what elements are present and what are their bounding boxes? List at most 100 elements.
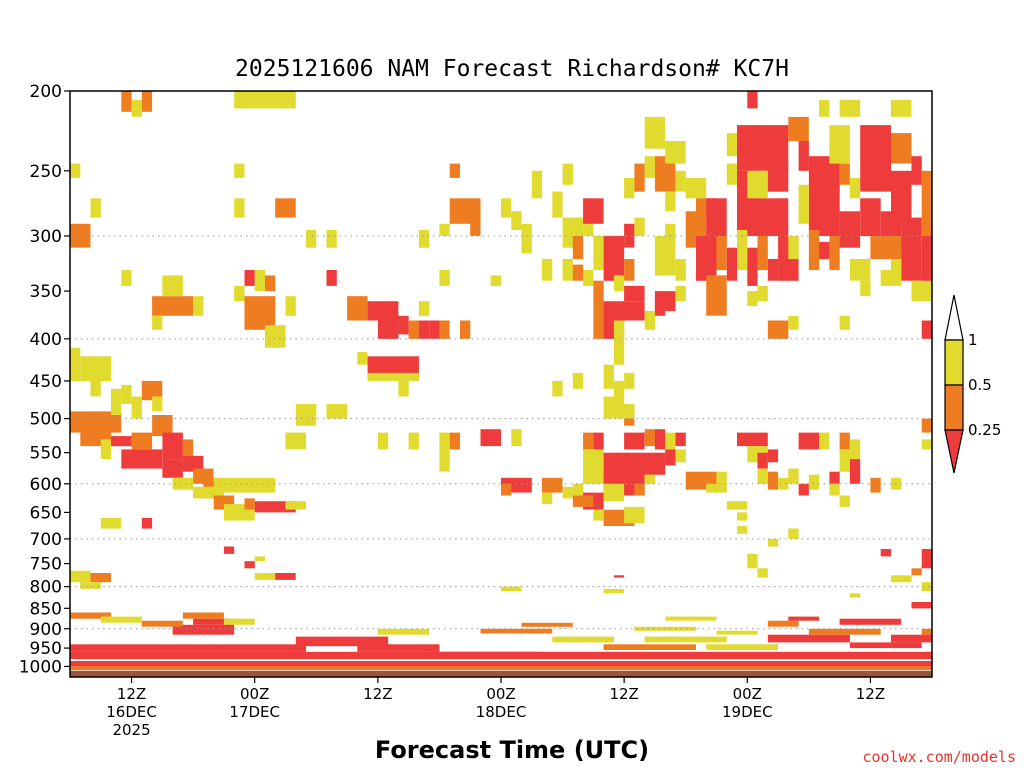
heatmap-cell (429, 320, 440, 339)
heatmap-cell (911, 280, 932, 302)
heatmap-cell (870, 236, 902, 260)
heatmap-cell (891, 634, 932, 643)
heatmap-cell (654, 156, 676, 192)
x-axis-label: Forecast Time (UTC) (375, 736, 649, 764)
heatmap-cell (531, 170, 543, 199)
heatmap-cell (716, 471, 727, 490)
heatmap-cell (111, 388, 122, 415)
heatmap-cell (808, 628, 881, 635)
heatmap-cell (891, 133, 912, 164)
heatmap-cell (152, 396, 163, 412)
x-tick-label: 18DEC (476, 703, 527, 721)
heatmap-cell (675, 259, 686, 281)
heatmap-cell (665, 432, 676, 450)
heatmap-cell (808, 230, 820, 271)
heatmap-cell (767, 538, 779, 547)
heatmap-cell (70, 163, 81, 178)
y-tick-label: 400 (30, 330, 62, 350)
heatmap-cell (583, 449, 604, 484)
heatmap-cell (357, 352, 368, 365)
heatmap-cell (624, 259, 635, 281)
heatmap-cell (819, 99, 830, 117)
heatmap-cell (572, 264, 584, 281)
heatmap-cell (644, 116, 666, 149)
heatmap-cell (439, 223, 450, 236)
heatmap-cell (70, 612, 111, 619)
heatmap-cell (675, 285, 686, 302)
heatmap-cell (182, 612, 224, 619)
heatmap-cell (737, 432, 768, 447)
y-tick-label: 550 (30, 444, 62, 464)
heatmap-cell (891, 170, 912, 224)
x-tick-label: 17DEC (229, 703, 280, 721)
heatmap-cell (418, 320, 430, 339)
heatmap-cell (542, 492, 553, 504)
heatmap-cell (726, 163, 738, 185)
heatmap-cell (767, 320, 789, 339)
x-tick-label: 19DEC (722, 703, 773, 721)
heatmap-cell (921, 236, 932, 281)
heatmap-cell (470, 217, 481, 236)
heatmap-cell (706, 275, 727, 316)
heatmap-cell (654, 236, 676, 276)
heatmap-cell (542, 477, 563, 493)
heatmap-cell (234, 163, 245, 178)
heatmap-cell (849, 439, 861, 460)
heatmap-cell (511, 211, 522, 230)
heatmap-cell (634, 483, 645, 496)
heatmap-cell (254, 501, 296, 513)
heatmap-cell (90, 380, 101, 397)
y-tick-label: 850 (30, 599, 62, 619)
heatmap-cell (839, 315, 850, 330)
y-tick-label: 1000 (19, 657, 62, 677)
y-tick-label: 450 (30, 372, 62, 392)
heatmap-cell (603, 483, 625, 502)
heatmap-cell (860, 125, 891, 192)
heatmap-cell (829, 236, 840, 271)
heatmap-cell (398, 380, 409, 397)
heatmap-cell (880, 270, 891, 286)
heatmap-cell (706, 483, 727, 493)
heatmap-cell (511, 429, 522, 447)
heatmap-cell (70, 223, 91, 248)
heatmap-cell (798, 483, 809, 496)
heatmap-cell (767, 259, 779, 281)
heatmap-cell (172, 477, 194, 490)
heatmap-cell (675, 170, 686, 192)
heatmap-cell (377, 432, 389, 450)
heatmap-cell (644, 429, 655, 447)
heatmap-cell (193, 468, 214, 484)
heatmap-cell (747, 91, 758, 109)
x-tick-label: 16DEC (106, 703, 157, 721)
heatmap-cell (121, 270, 132, 286)
x-tick-label: 12Z (117, 685, 146, 703)
heatmap-cell (849, 177, 861, 199)
heatmap-cell (757, 468, 768, 484)
surface-ground (70, 670, 932, 677)
colorbar-legend: 1 0.5 0.25 (944, 294, 1001, 474)
heatmap-cell (572, 236, 584, 260)
heatmap-cell (90, 573, 111, 583)
heatmap-cell (152, 296, 194, 316)
heatmap-cell (367, 301, 399, 321)
heatmap-cell (911, 568, 922, 576)
heatmap-cell (726, 133, 738, 157)
heatmap-cell (367, 356, 419, 377)
chart-title: 2025121606 NAM Forecast Richardson# KC7H (235, 56, 789, 82)
heatmap-cell (439, 320, 450, 339)
heatmap-cell (829, 483, 840, 496)
heatmap-cell (70, 347, 81, 381)
heatmap-cell (737, 525, 748, 534)
heatmap-cell (521, 223, 532, 254)
y-tick-label: 650 (30, 503, 62, 523)
colorbar-label: 1 (968, 331, 978, 349)
heatmap-cell (152, 415, 173, 436)
y-tick-label: 200 (30, 82, 62, 102)
heatmap-cell (295, 636, 389, 647)
heatmap-cell (377, 628, 430, 635)
heatmap-cell (624, 506, 645, 524)
heatmap-cell (562, 163, 573, 185)
heatmap-cell (767, 163, 789, 192)
heatmap-cell (788, 236, 799, 260)
heatmap-cell (398, 315, 409, 335)
